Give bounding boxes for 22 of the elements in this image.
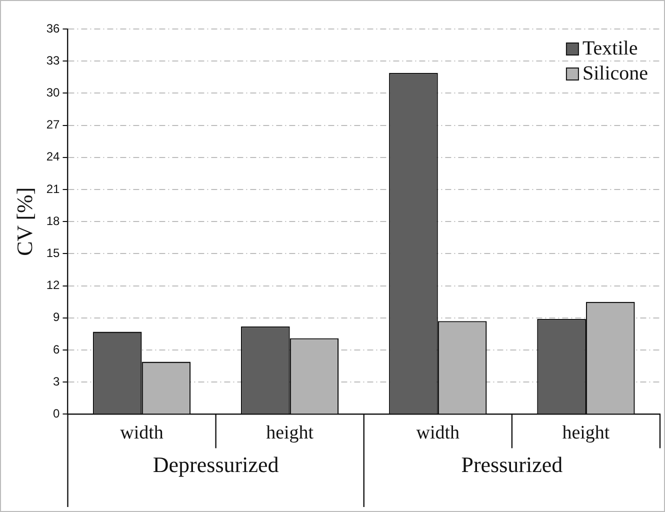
text: Depressurized xyxy=(152,452,279,477)
y-tick-label: 27 xyxy=(46,118,60,132)
y-tick-label: 9 xyxy=(53,310,60,324)
y-tick-label: 21 xyxy=(46,182,60,196)
y-tick-label: 36 xyxy=(46,21,60,36)
legend-label: Textile xyxy=(582,37,638,60)
y-tick-label: 0 xyxy=(53,406,60,421)
x-tick-label: height xyxy=(266,422,314,444)
y-tick-label: 33 xyxy=(46,53,60,68)
y-axis-title: CV [%] xyxy=(12,187,37,256)
y-tick-label: 12 xyxy=(46,278,60,292)
y-tick-label: 24 xyxy=(46,150,60,164)
y-tick-label: 6 xyxy=(53,342,60,356)
y-tick-label: 3 xyxy=(53,374,60,388)
legend-label: Silicone xyxy=(582,62,648,84)
x-tick-label: width xyxy=(416,422,460,444)
x-tick-label: height xyxy=(562,422,610,444)
x-tick-label: width xyxy=(120,422,164,444)
y-tick-label: 18 xyxy=(46,214,60,228)
text: Pressurized xyxy=(461,452,563,477)
y-tick-label: 30 xyxy=(46,86,60,100)
y-tick-label: 15 xyxy=(46,246,60,260)
